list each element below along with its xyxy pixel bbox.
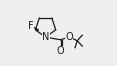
Text: O: O (65, 32, 73, 42)
Text: N: N (42, 32, 49, 42)
Text: O: O (57, 46, 65, 56)
Text: F: F (28, 21, 34, 31)
Polygon shape (35, 29, 38, 31)
